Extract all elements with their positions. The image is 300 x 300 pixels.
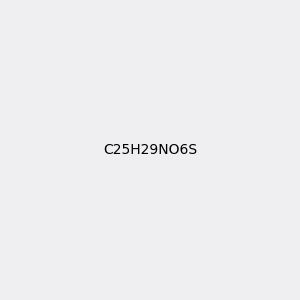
Text: C25H29NO6S: C25H29NO6S xyxy=(103,143,197,157)
